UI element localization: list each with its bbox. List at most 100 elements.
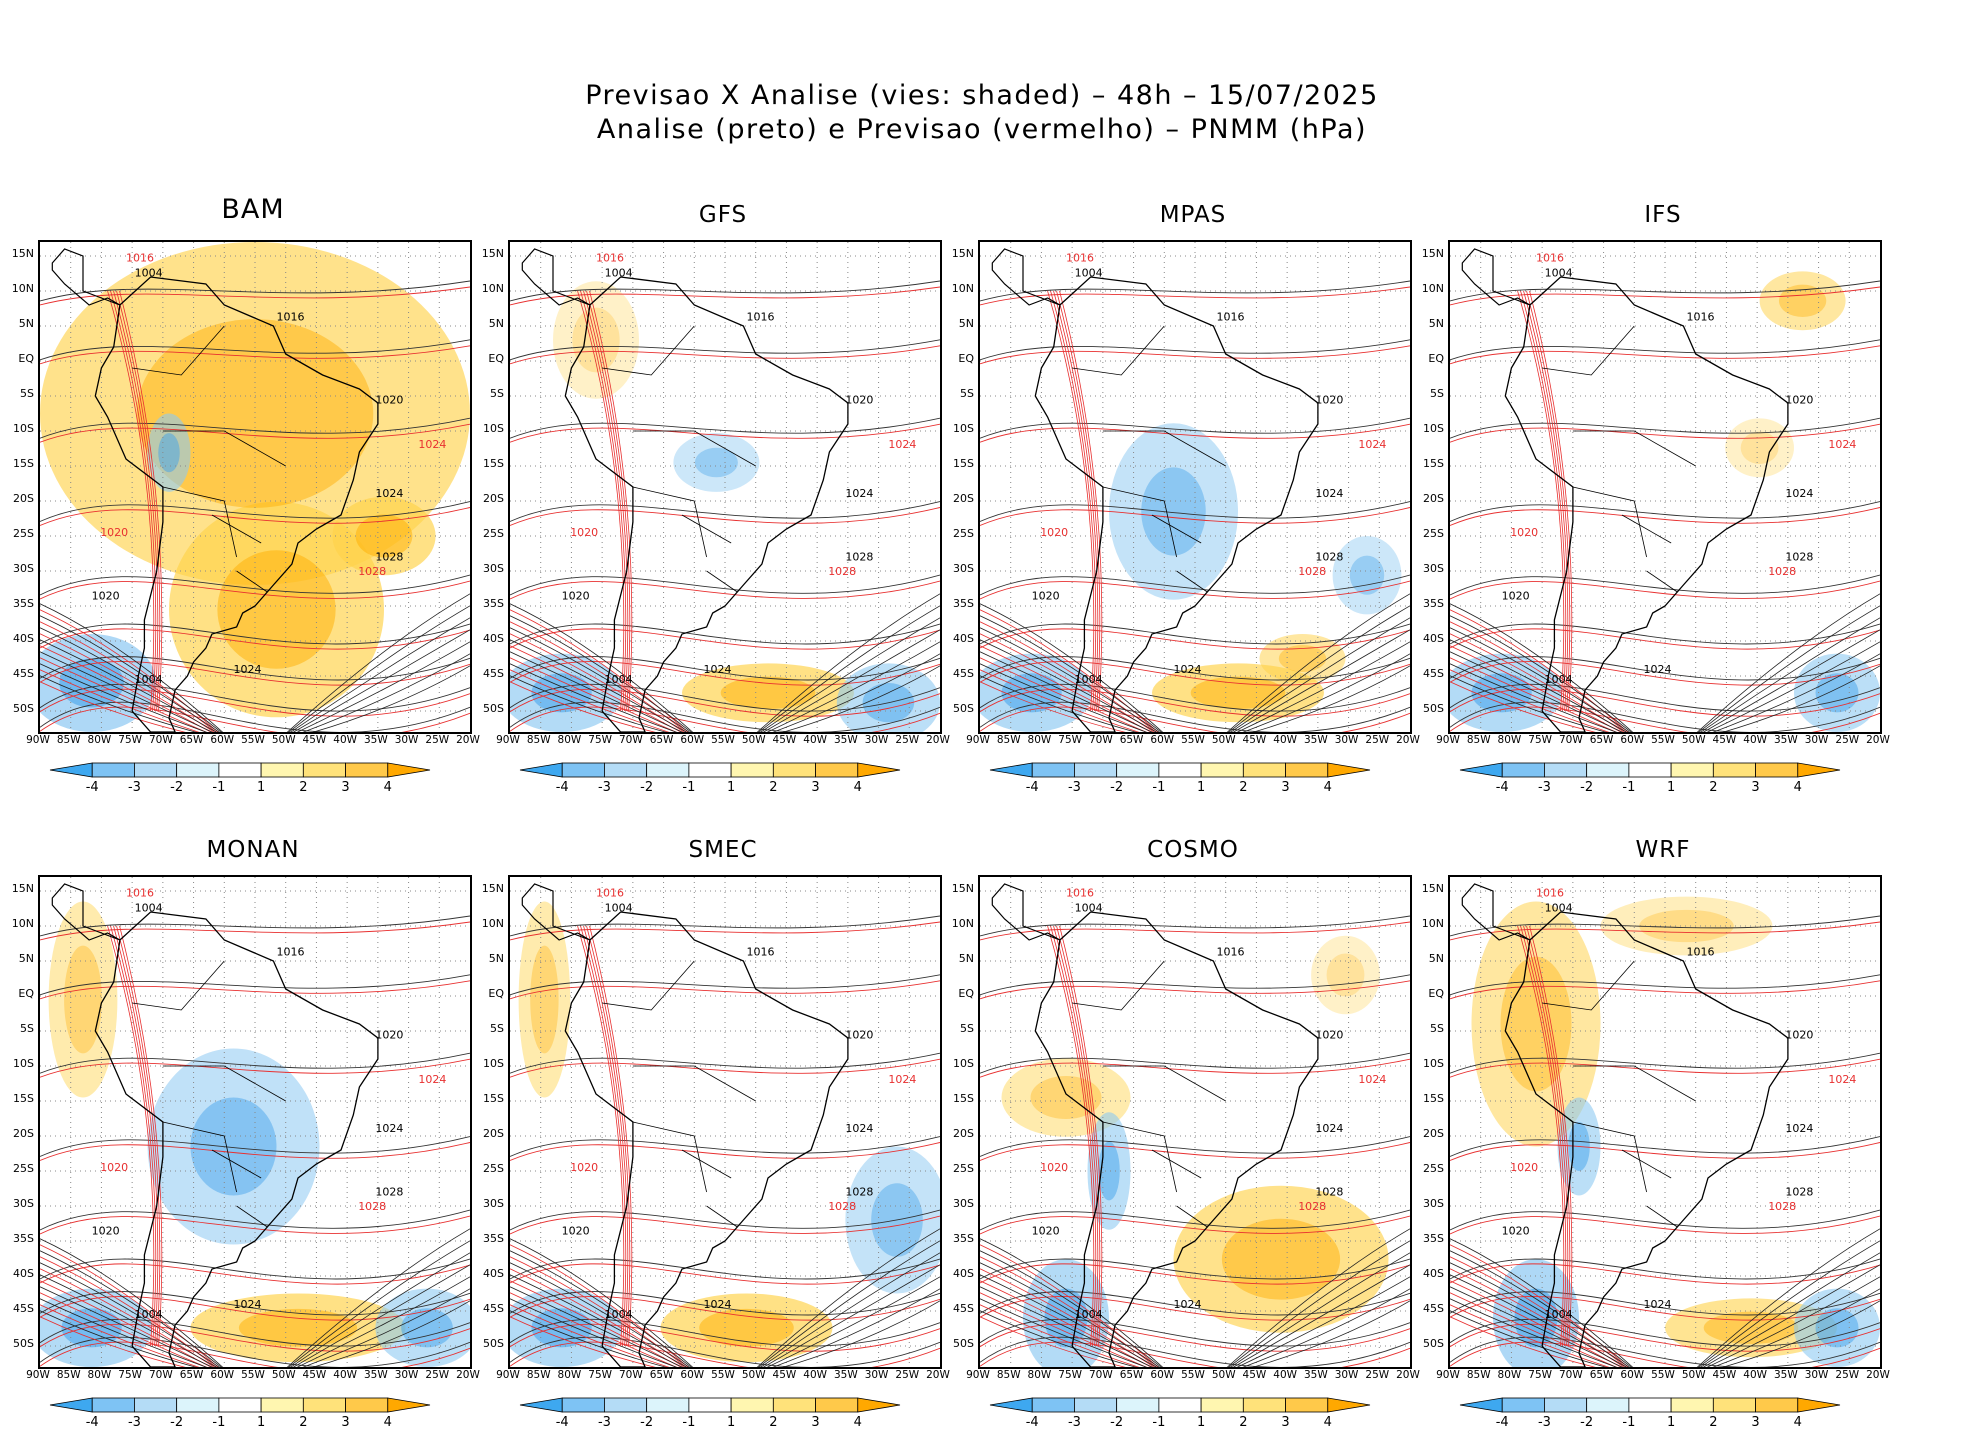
- forecast-isobar: [40, 669, 200, 732]
- forecast-isobar: [980, 628, 1410, 650]
- analysis-isobar: [980, 656, 1410, 681]
- longitude-tick-label: 40W: [1273, 1369, 1298, 1381]
- longitude-tick-label: 65W: [649, 734, 674, 746]
- analysis-isobar: [1228, 1240, 1410, 1367]
- colorbar-label: -4: [1025, 780, 1039, 795]
- latitude-tick-label: 15N: [11, 882, 34, 895]
- forecast-isobar: [40, 1304, 200, 1367]
- analysis-isobar: [1230, 617, 1410, 732]
- analysis-isobar: [510, 1238, 694, 1367]
- colorbar-segment: [1327, 1397, 1371, 1413]
- analysis-isobar: [510, 1258, 940, 1280]
- colorbar-label: -2: [1580, 780, 1594, 795]
- forecast-isobar: [586, 925, 631, 1347]
- analysis-contour-label: 1016: [1687, 945, 1715, 958]
- forecast-isobar: [1450, 681, 1596, 732]
- colorbar-segment: [1544, 762, 1588, 778]
- analysis-isobar: [1698, 1240, 1880, 1367]
- analysis-isobar: [510, 1336, 940, 1367]
- chart-title-line2: Analise (preto) e Previsao (vermelho) – …: [596, 114, 1368, 145]
- forecast-isobar: [1526, 925, 1571, 1347]
- forecast-isobar: [40, 1268, 215, 1367]
- latitude-tick-label: 15S: [13, 1092, 34, 1105]
- longitude-tick-label: 40W: [1273, 734, 1298, 746]
- forecast-isobar: [980, 1304, 1140, 1367]
- latitude-tick-label: 30S: [953, 562, 974, 575]
- longitude-tick-label: 90W: [496, 1369, 520, 1381]
- latitude-tick-label: 40S: [13, 1267, 34, 1280]
- latitude-tick-label: 20S: [483, 492, 504, 505]
- latitude-tick-label: 5N: [18, 952, 34, 965]
- analysis-isobar: [1450, 1310, 1607, 1367]
- longitude-tick-label: 65W: [1119, 1369, 1144, 1381]
- colorbar-segment: [387, 762, 431, 778]
- longitude-tick-label: 40W: [1743, 1369, 1768, 1381]
- longitude-tick-label: 25W: [1835, 734, 1860, 746]
- map-frame: 1004 1016 1020 1024 1028 1024 1020 1004 1016 1024…: [508, 240, 942, 734]
- analysis-isobar: [40, 1262, 220, 1367]
- latitude-tick-label: 10N: [11, 917, 34, 930]
- forecast-isobar: [980, 1323, 1410, 1352]
- forecast-isobar: [510, 1263, 940, 1285]
- analysis-isobar: [40, 1274, 217, 1367]
- latitude-tick-label: 20S: [1423, 1127, 1444, 1140]
- analysis-isobar: [1450, 501, 1880, 522]
- positive-bias-core: [1326, 953, 1365, 997]
- positive-bias-core: [355, 514, 413, 558]
- colorbar-segment: [1501, 762, 1545, 778]
- colorbar-segment: [345, 762, 389, 778]
- colorbar-segment: [561, 762, 605, 778]
- map-frame: 1004 1016 1020 1024 1028 1024 1020 1004 1016 1024…: [38, 240, 472, 734]
- positive-bias-area: [1471, 901, 1601, 1147]
- analysis-isobar: [1230, 1252, 1410, 1367]
- colorbar-label: -1: [212, 1415, 226, 1430]
- forecast-isobar: [40, 1215, 470, 1235]
- forecast-isobar: [510, 980, 940, 1000]
- latitude-tick-label: 5S: [1430, 387, 1444, 400]
- analysis-isobar: [980, 639, 1157, 732]
- longitude-tick-label: 70W: [148, 1369, 173, 1381]
- analysis-isobar: [1450, 603, 1634, 732]
- panel-title: BAM: [221, 194, 285, 225]
- map-canvas: 1004101610201024102810241020100410161024…: [1450, 877, 1880, 1367]
- forecast-isobar: [1450, 706, 1880, 732]
- analysis-isobar: [510, 417, 940, 439]
- positive-bias-area: [1759, 271, 1846, 331]
- analysis-contour-label: 1004: [605, 901, 633, 914]
- longitude-tick-label: 60W: [680, 734, 705, 746]
- forecast-isobar: [1450, 580, 1880, 600]
- analysis-isobar: [1252, 665, 1410, 732]
- positive-bias-area: [660, 1293, 833, 1363]
- analysis-isobar: [296, 1276, 470, 1367]
- longitude-tick-label: 40W: [333, 1369, 358, 1381]
- colorbar-label: -3: [1067, 1415, 1081, 1430]
- forecast-isobar: [40, 1256, 217, 1367]
- analysis-contour-label: 1024: [1315, 1122, 1343, 1135]
- longitude-tick-label: 20W: [1396, 734, 1420, 746]
- colorbar-label: 1: [256, 780, 266, 795]
- map-canvas: 1004101610201024102810241020100410161024…: [40, 242, 470, 732]
- forecast-isobar: [980, 1244, 1159, 1367]
- longitude-tick-label: 75W: [588, 1369, 613, 1381]
- colorbar-segment: [857, 762, 901, 778]
- forecast-contour-label: 1024: [418, 1073, 446, 1086]
- forecast-isobar: [116, 925, 161, 1347]
- forecast-isobar: [510, 706, 940, 732]
- analysis-isobar: [1450, 1291, 1880, 1316]
- colorbar-segment: [218, 762, 262, 778]
- analysis-isobar: [980, 675, 1137, 732]
- latitude-tick-label: 50S: [1423, 702, 1444, 715]
- forecast-isobar: [510, 423, 940, 443]
- panel-title: MPAS: [1159, 202, 1227, 228]
- analysis-contour-label: 1024: [1785, 487, 1813, 500]
- colorbar-label: -1: [1622, 1415, 1636, 1430]
- latitude-tick-label: 25S: [13, 527, 34, 540]
- latitude-tick-label: 10N: [11, 282, 34, 295]
- longitude-tick-label: 70W: [618, 1369, 643, 1381]
- forecast-isobar: [40, 633, 215, 732]
- analysis-isobar: [1700, 617, 1880, 732]
- analysis-isobar: [1696, 593, 1880, 732]
- forecast-isobar: [107, 290, 155, 712]
- central-america-coastline: [991, 248, 1061, 306]
- analysis-isobar: [510, 339, 940, 361]
